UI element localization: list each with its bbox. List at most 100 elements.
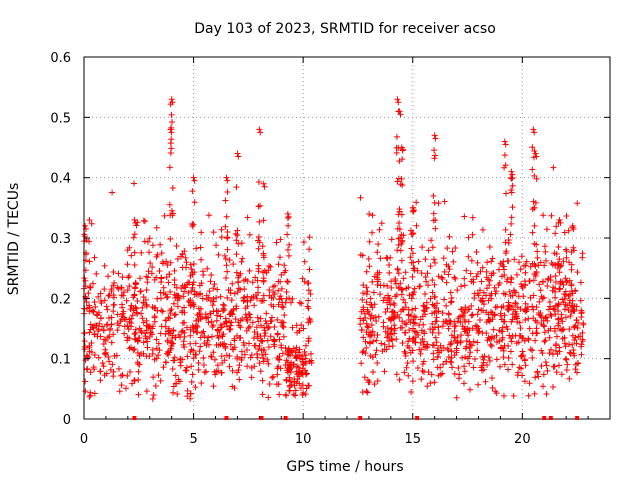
data-point bbox=[179, 329, 185, 335]
data-point bbox=[493, 304, 499, 310]
data-point bbox=[470, 232, 476, 238]
data-point bbox=[501, 290, 507, 296]
data-point bbox=[543, 391, 549, 397]
data-point bbox=[506, 240, 512, 246]
data-point bbox=[544, 283, 550, 289]
data-point bbox=[415, 258, 421, 264]
data-point bbox=[134, 298, 140, 304]
data-point bbox=[134, 311, 140, 317]
data-point bbox=[260, 391, 266, 397]
data-point bbox=[409, 231, 415, 237]
data-point bbox=[528, 346, 534, 352]
data-point bbox=[375, 282, 381, 288]
data-point bbox=[106, 358, 112, 364]
data-point bbox=[306, 246, 312, 252]
data-point bbox=[286, 253, 292, 259]
data-point bbox=[554, 369, 560, 375]
data-point bbox=[193, 329, 199, 335]
data-point bbox=[399, 258, 405, 264]
data-point bbox=[524, 259, 530, 265]
data-point bbox=[122, 323, 128, 329]
data-point bbox=[449, 249, 455, 255]
data-point bbox=[227, 257, 233, 263]
data-point bbox=[161, 213, 167, 219]
data-point bbox=[552, 230, 558, 236]
data-point bbox=[305, 297, 311, 303]
data-point bbox=[462, 354, 468, 360]
data-point bbox=[570, 223, 576, 229]
data-point bbox=[118, 373, 124, 379]
data-point bbox=[184, 354, 190, 360]
data-point bbox=[247, 232, 253, 238]
data-point bbox=[543, 359, 549, 365]
data-point bbox=[158, 378, 164, 384]
data-point bbox=[556, 286, 562, 292]
data-point bbox=[200, 296, 206, 302]
data-point bbox=[190, 371, 196, 377]
data-point bbox=[266, 344, 272, 350]
data-point bbox=[462, 282, 468, 288]
data-point bbox=[92, 299, 98, 305]
data-point bbox=[402, 349, 408, 355]
data-point bbox=[207, 288, 213, 294]
data-point bbox=[219, 234, 225, 240]
data-point bbox=[215, 252, 221, 258]
data-point bbox=[436, 273, 442, 279]
data-point bbox=[200, 355, 206, 361]
data-point bbox=[385, 255, 391, 261]
data-point bbox=[529, 166, 535, 172]
data-point bbox=[430, 342, 436, 348]
data-point bbox=[150, 374, 156, 380]
data-point bbox=[432, 217, 438, 223]
data-point bbox=[400, 148, 406, 154]
data-point bbox=[212, 357, 218, 363]
data-point bbox=[534, 255, 540, 261]
data-point bbox=[257, 203, 263, 209]
data-point bbox=[109, 315, 115, 321]
data-point bbox=[395, 266, 401, 272]
data-point bbox=[196, 360, 202, 366]
data-point bbox=[413, 223, 419, 229]
data-point bbox=[111, 280, 117, 286]
data-point bbox=[236, 323, 242, 329]
data-point bbox=[364, 269, 370, 275]
data-point bbox=[201, 362, 207, 368]
data-point bbox=[505, 300, 511, 306]
data-point bbox=[92, 352, 98, 358]
data-point bbox=[107, 326, 113, 332]
data-point bbox=[119, 302, 125, 308]
data-point bbox=[168, 306, 174, 312]
data-point bbox=[82, 338, 88, 344]
data-point bbox=[125, 275, 131, 281]
data-point bbox=[517, 320, 523, 326]
data-point bbox=[394, 96, 400, 102]
data-point bbox=[158, 307, 164, 313]
data-point bbox=[409, 307, 415, 313]
data-point bbox=[375, 378, 381, 384]
data-point bbox=[230, 261, 236, 267]
data-point bbox=[420, 368, 426, 374]
data-point bbox=[285, 247, 291, 253]
data-point bbox=[554, 334, 560, 340]
data-point bbox=[427, 380, 433, 386]
data-point bbox=[180, 265, 186, 271]
data-point bbox=[275, 330, 281, 336]
data-point bbox=[503, 191, 509, 197]
data-point bbox=[277, 254, 283, 260]
data-point bbox=[395, 99, 401, 105]
data-point bbox=[153, 383, 159, 389]
data-point bbox=[574, 200, 580, 206]
data-point bbox=[137, 289, 143, 295]
data-point bbox=[254, 351, 260, 357]
data-point bbox=[285, 211, 291, 217]
data-point bbox=[409, 260, 415, 266]
data-point bbox=[222, 224, 228, 230]
data-point bbox=[168, 129, 174, 135]
data-point bbox=[446, 266, 452, 272]
data-point bbox=[171, 301, 177, 307]
data-point bbox=[281, 262, 287, 268]
data-point bbox=[459, 355, 465, 361]
data-point bbox=[126, 273, 132, 279]
data-point bbox=[183, 255, 189, 261]
data-point bbox=[538, 287, 544, 293]
